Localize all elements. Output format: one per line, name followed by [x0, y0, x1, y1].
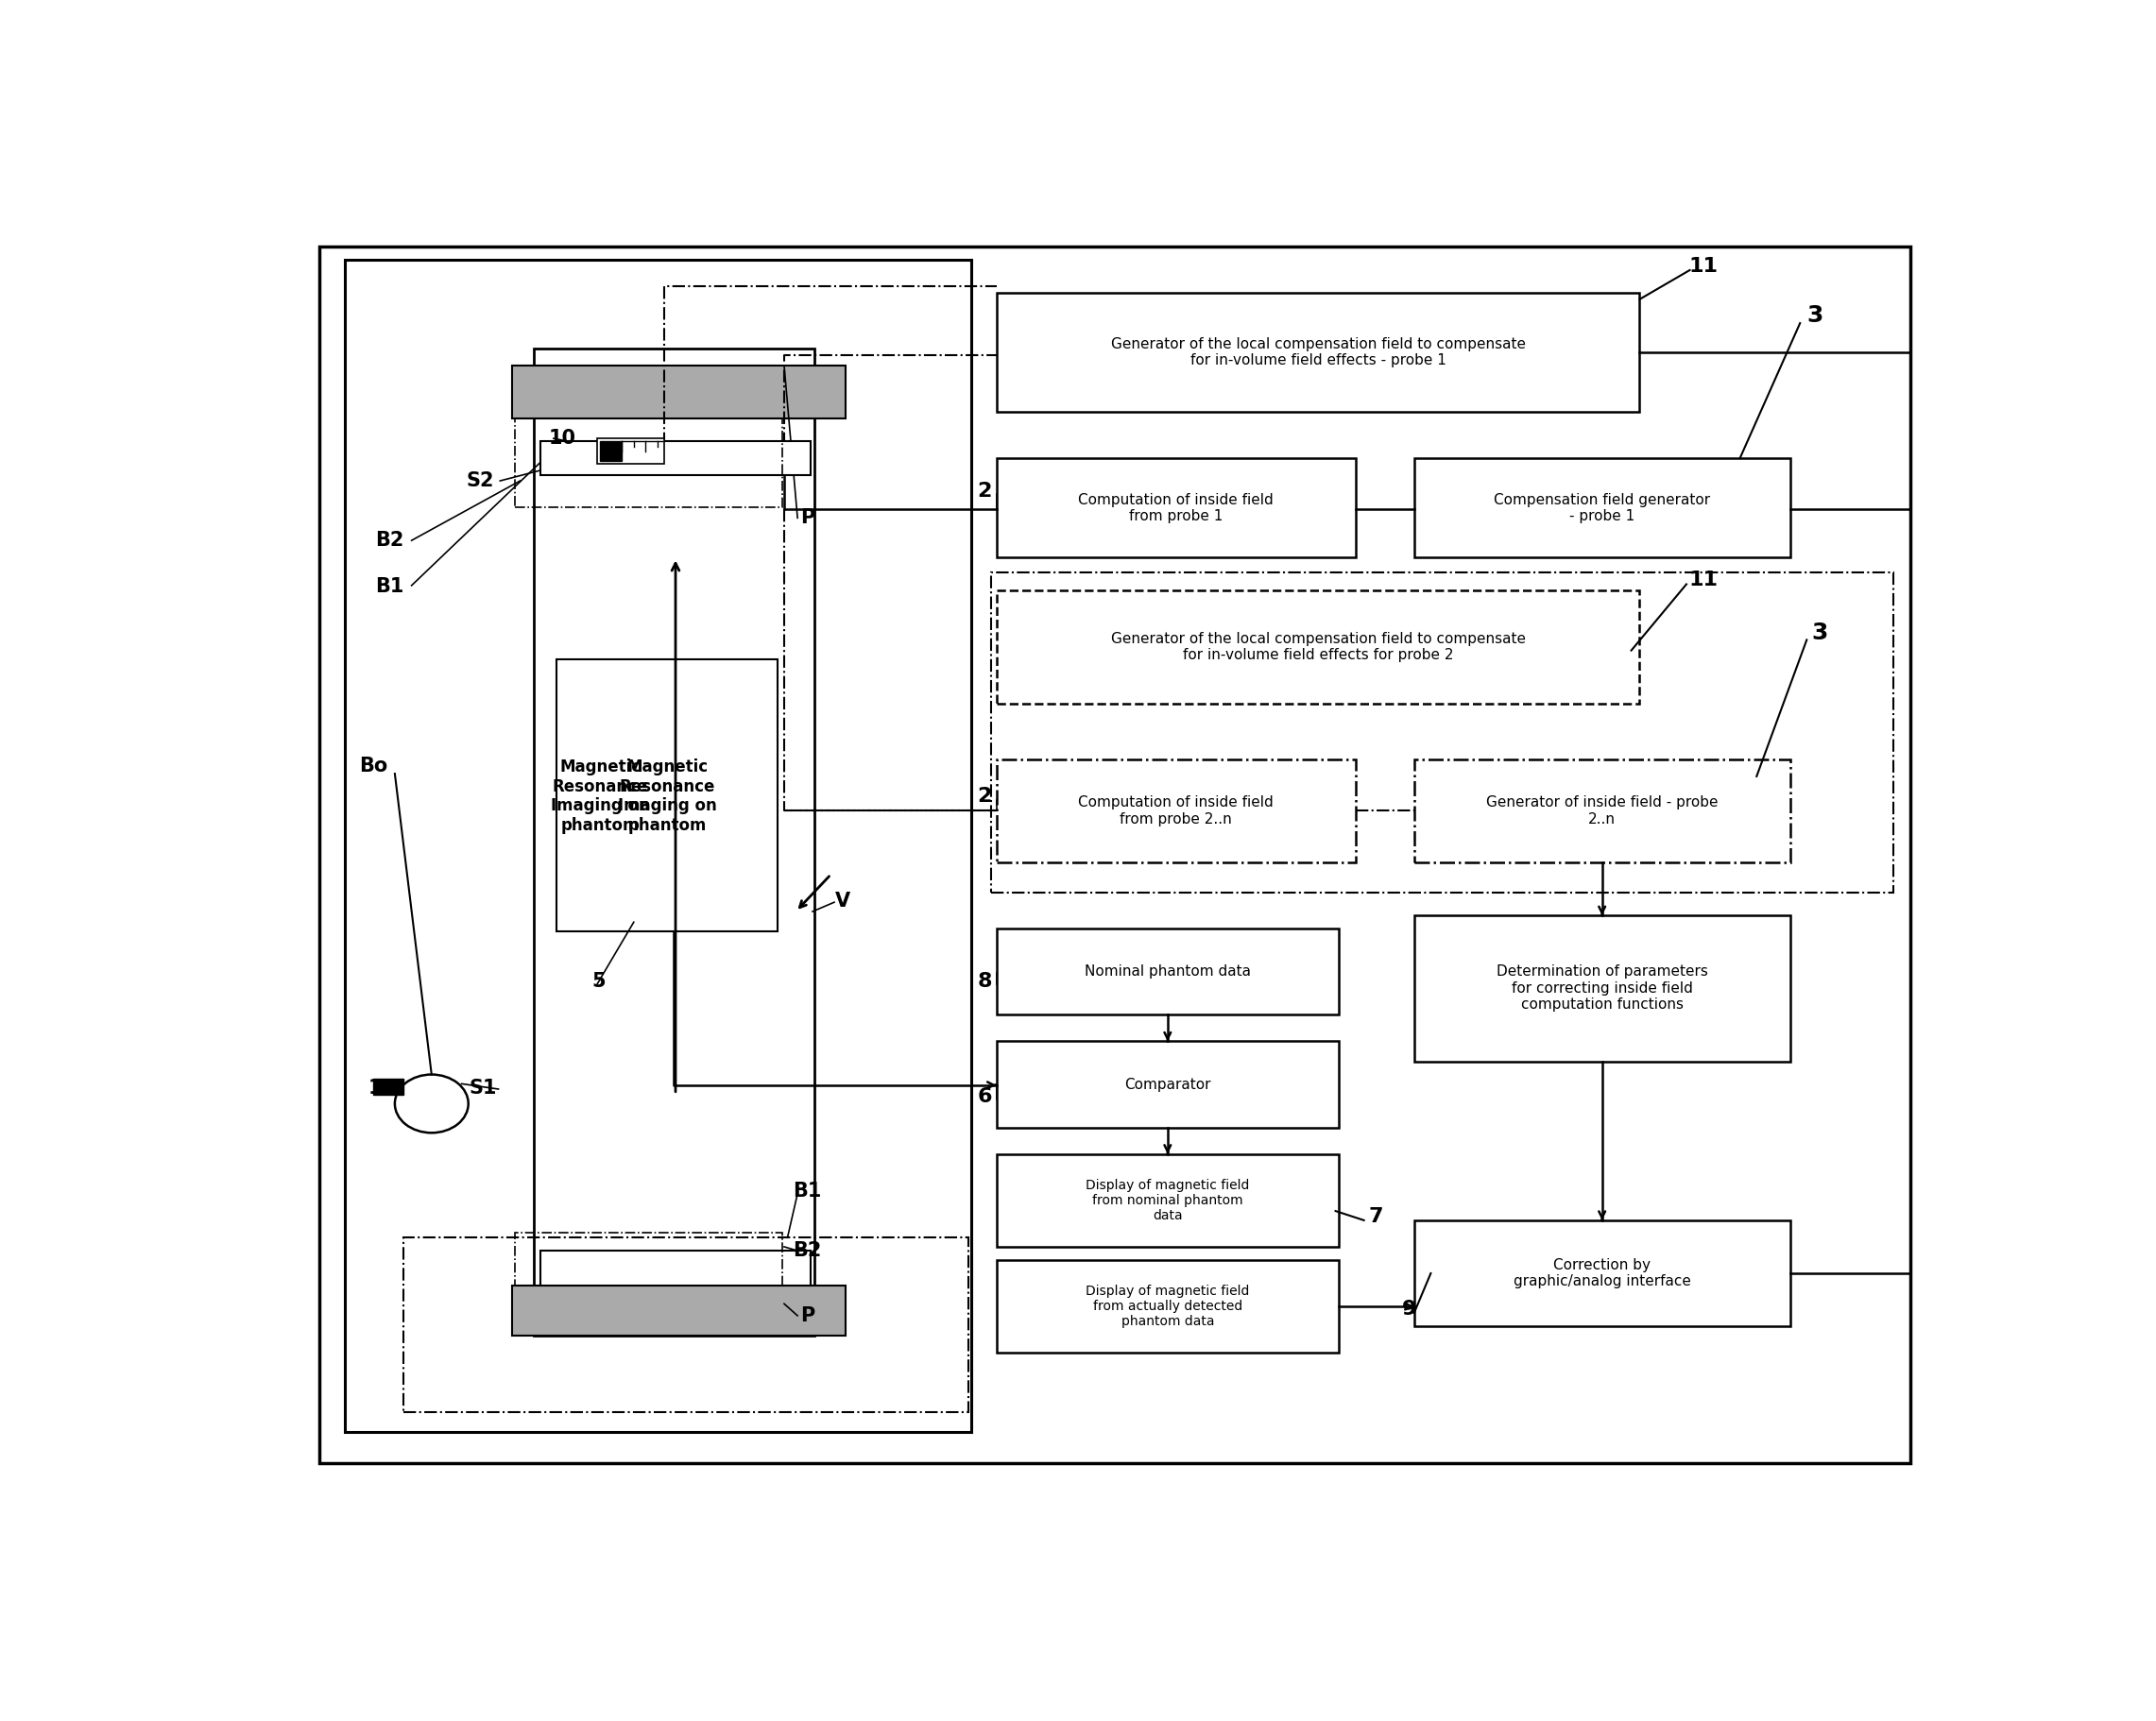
Text: 11: 11	[1688, 256, 1718, 275]
Text: Magnetic
Resonance
Imaging on
phantom: Magnetic Resonance Imaging on phantom	[617, 759, 716, 835]
Text: Correction by
graphic/analog interface: Correction by graphic/analog interface	[1514, 1258, 1690, 1289]
Bar	[996, 590, 1641, 704]
Bar	[597, 439, 664, 463]
Bar	[996, 1155, 1339, 1246]
Bar	[556, 659, 778, 931]
Text: 3: 3	[1807, 305, 1824, 327]
Text: 2: 2	[977, 786, 992, 805]
Text: 8: 8	[977, 972, 992, 991]
Text: 5: 5	[591, 972, 606, 991]
Bar	[515, 418, 783, 508]
Text: Generator of the local compensation field to compensate
for in-volume field effe: Generator of the local compensation fiel…	[1110, 632, 1526, 663]
Bar	[996, 929, 1339, 1015]
Text: Computation of inside field
from probe 2..n: Computation of inside field from probe 2…	[1078, 795, 1274, 826]
Text: Comparator: Comparator	[1125, 1077, 1212, 1091]
Bar	[996, 1041, 1339, 1127]
Text: 9: 9	[1401, 1299, 1416, 1318]
Bar	[992, 573, 1893, 893]
Bar	[541, 441, 811, 475]
Text: Bo: Bo	[358, 756, 388, 774]
Text: Magnetic
Resonance
Imaging on
phantom: Magnetic Resonance Imaging on phantom	[550, 759, 649, 835]
Text: 3: 3	[1811, 621, 1828, 645]
Text: Generator of inside field - probe
2..n: Generator of inside field - probe 2..n	[1485, 795, 1718, 826]
Bar	[1414, 458, 1789, 558]
Text: S1: S1	[470, 1079, 498, 1098]
Text: Generator of the local compensation field to compensate
for in-volume field effe: Generator of the local compensation fiel…	[1110, 337, 1526, 368]
Text: P: P	[800, 508, 815, 527]
Bar	[1414, 759, 1789, 862]
Text: 10: 10	[369, 1079, 395, 1098]
Text: Determination of parameters
for correcting inside field
computation functions: Determination of parameters for correcti…	[1496, 965, 1708, 1012]
Text: B1: B1	[375, 578, 403, 595]
Text: Compensation field generator
- probe 1: Compensation field generator - probe 1	[1494, 492, 1710, 523]
Text: B1: B1	[793, 1182, 821, 1201]
Text: 2: 2	[977, 482, 992, 501]
Text: B2: B2	[793, 1241, 821, 1260]
Bar	[1414, 1220, 1789, 1327]
Text: S2: S2	[466, 472, 494, 490]
Bar	[511, 365, 845, 418]
Bar	[515, 1232, 783, 1286]
Bar	[345, 260, 972, 1432]
Text: P: P	[800, 1306, 815, 1325]
Bar	[1414, 916, 1789, 1062]
Text: Display of magnetic field
from actually detected
phantom data: Display of magnetic field from actually …	[1087, 1284, 1250, 1329]
Text: V: V	[834, 891, 849, 910]
Bar	[533, 348, 815, 1335]
Text: Display of magnetic field
from nominal phantom
data: Display of magnetic field from nominal p…	[1087, 1179, 1250, 1222]
Text: Nominal phantom data: Nominal phantom data	[1084, 965, 1250, 979]
Text: B2: B2	[375, 532, 403, 551]
Bar	[996, 293, 1641, 411]
Text: 10: 10	[548, 429, 576, 447]
Bar	[373, 1079, 403, 1095]
Bar	[996, 1260, 1339, 1353]
Bar	[996, 458, 1356, 558]
Bar	[541, 1251, 811, 1286]
Bar	[996, 759, 1356, 862]
Bar	[599, 441, 623, 461]
Text: 6: 6	[977, 1088, 992, 1107]
Text: 11: 11	[1688, 571, 1718, 590]
Text: 7: 7	[1369, 1206, 1382, 1225]
Bar	[511, 1286, 845, 1335]
Text: Computation of inside field
from probe 1: Computation of inside field from probe 1	[1078, 492, 1274, 523]
Bar	[403, 1237, 968, 1413]
